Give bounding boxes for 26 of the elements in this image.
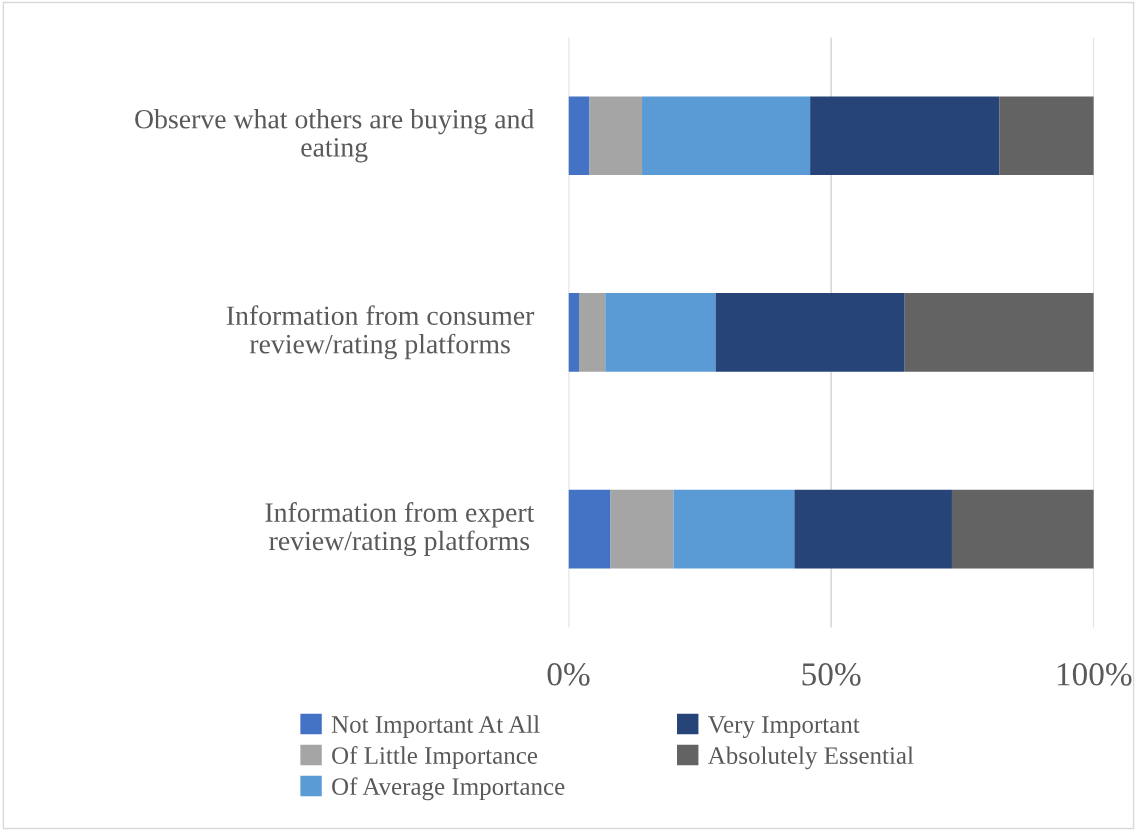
bar bbox=[589, 96, 643, 176]
bar bbox=[951, 489, 1094, 569]
bar bbox=[715, 293, 905, 372]
bar bbox=[810, 96, 1000, 176]
legend-label: Of Little Importance bbox=[332, 746, 538, 770]
legend-label: Not Important At All bbox=[331, 715, 540, 738]
bar bbox=[642, 96, 811, 176]
legend-label: Of Average Importance bbox=[332, 777, 565, 801]
bar bbox=[610, 489, 674, 569]
bar bbox=[579, 293, 606, 372]
x-tick-label: 50% bbox=[802, 663, 861, 686]
bar bbox=[794, 489, 952, 569]
bar bbox=[605, 293, 716, 372]
y-tick-label: Information from expert review/rating platforms bbox=[265, 502, 535, 557]
x-tick-label: 0% bbox=[547, 663, 590, 686]
x-tick-label: 100% bbox=[1057, 663, 1132, 686]
legend-label: Absolutely Essential bbox=[707, 746, 914, 770]
bar bbox=[568, 489, 611, 569]
bar bbox=[673, 489, 795, 569]
y-tick-label: Information from consumer review/rating platforms bbox=[226, 305, 535, 360]
legend-label: Very Important bbox=[708, 716, 860, 739]
bar bbox=[999, 96, 1094, 176]
bar bbox=[568, 293, 580, 372]
bar bbox=[904, 293, 1094, 372]
bar bbox=[568, 96, 590, 176]
y-tick-label: Observe what others are buying and eating bbox=[135, 109, 535, 163]
